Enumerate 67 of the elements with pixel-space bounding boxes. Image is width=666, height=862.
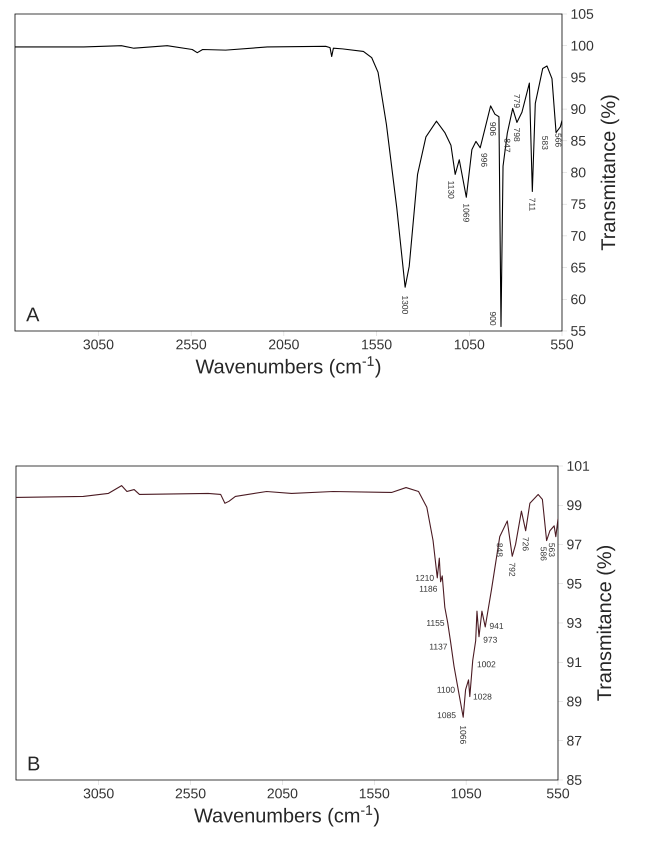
annotation: 906 [490,122,496,136]
annotation: 583 [542,136,548,150]
x-tick-label: 2050 [269,340,299,350]
annotation: 1300 [402,296,408,314]
y-tick-label: 100 [572,40,594,51]
y-tick-label: 80 [571,168,586,178]
annotation: 563 [548,543,555,557]
annotation: 900 [490,312,496,326]
x-axis-title: Wavenumbers (cm$^{-1}$) [194,805,379,826]
line-series [16,485,558,718]
y-tick-label: 99 [567,500,582,510]
y-tick-label: 55 [571,326,586,336]
annotation: 1100 [437,686,455,693]
y-tick-label: 60 [571,294,586,304]
annotation: 973 [484,636,497,643]
annotation: 1028 [474,694,492,700]
y-tick-label: 93 [567,618,582,628]
y-tick-label: 91 [567,657,582,668]
annotation: 848 [496,543,503,557]
annotation: 566 [555,133,562,147]
x-tick-label: 1550 [360,788,390,798]
annotation: 1137 [430,644,448,650]
x-tick-label: 1050 [454,340,484,350]
y-tick-label: 65 [571,262,586,273]
annotation: 847 [504,138,510,152]
y-tick-label: 95 [571,72,586,82]
y-axis-title: Transmitance (%) [600,96,620,250]
x-tick-label: 550 [546,788,570,798]
x-tick-label: 550 [550,340,574,350]
annotation: 798 [514,128,520,142]
annotation: 1130 [448,181,454,198]
annotation: 1155 [426,620,444,626]
y-tick-label: 95 [567,578,582,589]
annotation: 941 [490,622,504,629]
annotation: 1066 [460,726,466,744]
annotation: 586 [540,547,547,561]
y-axis-title: Transmitance (%) [596,546,616,701]
annotation: 1085 [438,712,456,718]
y-tick-label: 105 [572,9,594,19]
annotation: 779 [514,94,520,108]
x-tick-label: 1550 [362,340,392,350]
x-tick-label: 2550 [176,340,206,350]
annotation: 1002 [478,661,496,668]
annotation: 1069 [463,204,470,222]
annotation: B [28,756,40,770]
x-tick-label: 2050 [268,788,298,798]
y-tick-label: 85 [567,775,582,785]
x-tick-label: 2550 [176,788,206,798]
annotation: 996 [481,153,488,167]
y-tick-label: 87 [567,736,582,746]
x-tick-label: 3050 [83,340,114,350]
annotation: 1210 [416,574,434,581]
x-tick-label: 1050 [452,788,482,798]
annotation: 792 [509,562,516,576]
y-tick-label: 75 [571,199,586,210]
y-tick-label: 89 [567,696,582,706]
x-tick-label: 3050 [84,788,114,798]
y-tick-label: 97 [567,540,582,550]
y-tick-label: 101 [568,461,590,471]
y-tick-label: 85 [571,136,586,146]
annotation: 1186 [420,586,438,592]
annotation: A [26,308,40,322]
x-axis-title: Wavenumbers (cm$^{-1}$) [196,356,380,378]
y-tick-label: 70 [571,230,586,241]
y-tick-label: 90 [571,104,586,114]
annotation: 711 [529,198,536,211]
annotation: 726 [522,537,529,551]
